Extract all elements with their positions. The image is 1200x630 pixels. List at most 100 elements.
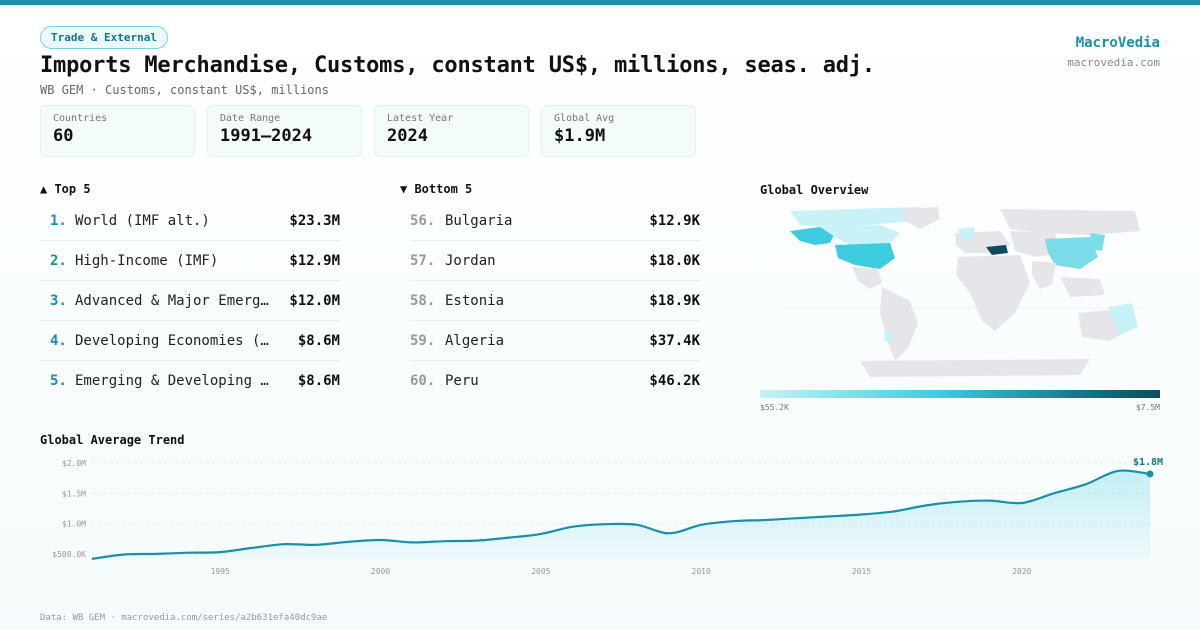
map-region-greenland[interactable]	[900, 207, 940, 229]
last-point-marker	[1146, 470, 1154, 478]
country-value: $8.6M	[297, 373, 340, 389]
rank-number: 57.	[410, 252, 436, 269]
rank-number: 58.	[410, 292, 436, 309]
map-region-india[interactable]	[1032, 261, 1056, 289]
stat-value: 60	[53, 126, 74, 146]
country-value: $12.0M	[289, 292, 340, 309]
trend-chart: $500.0K $1.0M $1.5M $2.0M 1995 2000 2005 2010 20…	[40, 448, 1170, 583]
footer-source: Data: WB GEM · macrovedia.com/series/a2b…	[40, 613, 328, 623]
category-badge[interactable]: Trade & External	[40, 26, 168, 49]
rank-number: 59.	[410, 332, 436, 349]
x-tick-label: 2010	[692, 567, 711, 576]
bottom5-list: 56. Bulgaria $12.9K 57. Jordan $18.0K 58…	[410, 201, 700, 401]
x-tick-label: 2015	[852, 567, 871, 576]
rank-number: 56.	[410, 212, 436, 229]
stat-value: 1991–2024	[220, 126, 313, 146]
country-value: $8.6M	[297, 332, 340, 349]
map-region-africa[interactable]	[956, 255, 1030, 331]
stat-label: Date Range	[220, 113, 281, 124]
stat-label: Global Avg	[554, 113, 615, 124]
world-map-svg	[780, 207, 1140, 377]
map-region-mexico[interactable]	[852, 267, 882, 289]
y-tick-label: $1.5M	[62, 489, 86, 498]
country-name: Advanced & Major Emerg…	[75, 292, 269, 309]
map-region-china[interactable]	[1045, 237, 1098, 269]
top5-list: 1. World (IMF alt.) $23.3M 2. High-Incom…	[40, 201, 340, 401]
country-value: $18.0K	[649, 252, 700, 269]
bottom5-heading: ▼ Bottom 5	[400, 182, 473, 196]
stat-card-global-avg: Global Avg $1.9M	[541, 105, 696, 157]
country-name: Estonia	[445, 292, 505, 309]
x-tick-label: 1995	[211, 567, 230, 576]
map-region-usa[interactable]	[835, 243, 895, 269]
country-name: Emerging & Developing …	[75, 373, 269, 389]
list-item[interactable]: 2. High-Income (IMF) $12.9M	[40, 241, 340, 281]
world-map[interactable]	[760, 203, 1160, 383]
list-item[interactable]: 58. Estonia $18.9K	[410, 281, 700, 321]
y-tick-label: $1.0M	[62, 520, 86, 529]
map-region-peru[interactable]	[884, 331, 894, 343]
series-area	[92, 470, 1150, 560]
trend-chart-svg: $500.0K $1.0M $1.5M $2.0M 1995 2000 2005 2010 20…	[52, 457, 1163, 576]
map-region-southeast-asia[interactable]	[1060, 277, 1105, 297]
map-region-northern-europe[interactable]	[958, 227, 974, 241]
country-name: High-Income (IMF)	[75, 252, 219, 269]
map-region-alaska[interactable]	[790, 227, 835, 245]
y-tick-label: $2.0M	[62, 459, 86, 468]
map-region-turkey[interactable]	[986, 245, 1008, 255]
stat-label: Countries	[53, 113, 108, 124]
stat-value: 2024	[387, 126, 428, 146]
brand-url[interactable]: macrovedia.com	[1067, 56, 1160, 69]
stat-card-countries: Countries 60	[40, 105, 195, 157]
page-title: Imports Merchandise, Customs, constant U…	[40, 53, 875, 78]
x-tick-label: 2000	[371, 567, 390, 576]
map-region-south-america[interactable]	[880, 287, 918, 361]
stat-label: Latest Year	[387, 113, 454, 124]
map-legend-min: $55.2K	[760, 403, 789, 412]
country-name: Developing Economies (…	[75, 332, 269, 349]
country-name: Jordan	[445, 252, 496, 269]
y-tick-label: $500.0K	[52, 550, 86, 559]
list-item[interactable]: 57. Jordan $18.0K	[410, 241, 700, 281]
trend-title: Global Average Trend	[40, 433, 185, 447]
list-item[interactable]: 60. Peru $46.2K	[410, 361, 700, 401]
country-name: Peru	[445, 373, 479, 389]
list-item[interactable]: 4. Developing Economies (… $8.6M	[40, 321, 340, 361]
map-region-japan-korea[interactable]	[1090, 233, 1105, 251]
rank-number: 5.	[50, 373, 67, 389]
stat-card-date-range: Date Range 1991–2024	[207, 105, 362, 157]
map-legend-max: $7.5M	[1135, 403, 1160, 412]
country-value: $18.9K	[649, 292, 700, 309]
stat-card-latest-year: Latest Year 2024	[374, 105, 529, 157]
rank-number: 2.	[50, 252, 67, 269]
country-name: Bulgaria	[445, 212, 513, 229]
list-item[interactable]: 59. Algeria $37.4K	[410, 321, 700, 361]
map-title: Global Overview	[760, 183, 869, 197]
rank-number: 4.	[50, 332, 67, 349]
page-subtitle: WB GEM · Customs, constant US$, millions	[40, 83, 329, 97]
map-region-canada[interactable]	[820, 225, 900, 245]
series-line	[91, 469, 1151, 560]
country-value: $46.2K	[649, 373, 700, 389]
country-value: $23.3M	[289, 212, 340, 229]
country-name: World (IMF alt.)	[75, 212, 210, 229]
list-item[interactable]: 5. Emerging & Developing … $8.6M	[40, 361, 340, 401]
top5-heading: ▲ Top 5	[40, 182, 91, 196]
list-item[interactable]: 56. Bulgaria $12.9K	[410, 201, 700, 241]
map-region-russia[interactable]	[1000, 209, 1140, 235]
rank-number: 60.	[410, 373, 436, 389]
map-region-antarctica[interactable]	[860, 359, 1090, 377]
country-value: $37.4K	[649, 332, 700, 349]
country-value: $12.9K	[649, 212, 700, 229]
map-region-new-zealand-oceania[interactable]	[1108, 303, 1138, 335]
accent-bar	[0, 0, 1200, 5]
list-item[interactable]: 3. Advanced & Major Emerg… $12.0M	[40, 281, 340, 321]
stat-value: $1.9M	[554, 126, 606, 146]
country-value: $12.9M	[289, 252, 340, 269]
rank-number: 1.	[50, 212, 67, 229]
country-name: Algeria	[445, 332, 505, 349]
brand-logo[interactable]: MacroVedia	[1075, 35, 1160, 51]
list-item[interactable]: 1. World (IMF alt.) $23.3M	[40, 201, 340, 241]
rank-number: 3.	[50, 292, 67, 309]
map-region-arctic-north-america[interactable]	[790, 207, 935, 227]
